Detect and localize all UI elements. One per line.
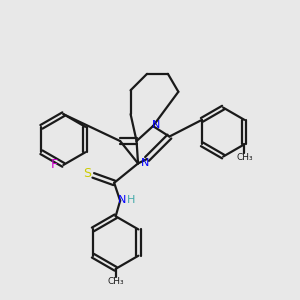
Text: CH₃: CH₃: [236, 153, 253, 162]
Text: N: N: [117, 195, 126, 205]
Text: S: S: [83, 167, 91, 180]
Text: CH₃: CH₃: [107, 277, 124, 286]
Text: N: N: [152, 120, 160, 130]
Text: F: F: [50, 158, 57, 171]
Text: N: N: [141, 158, 150, 167]
Text: H: H: [127, 195, 136, 205]
